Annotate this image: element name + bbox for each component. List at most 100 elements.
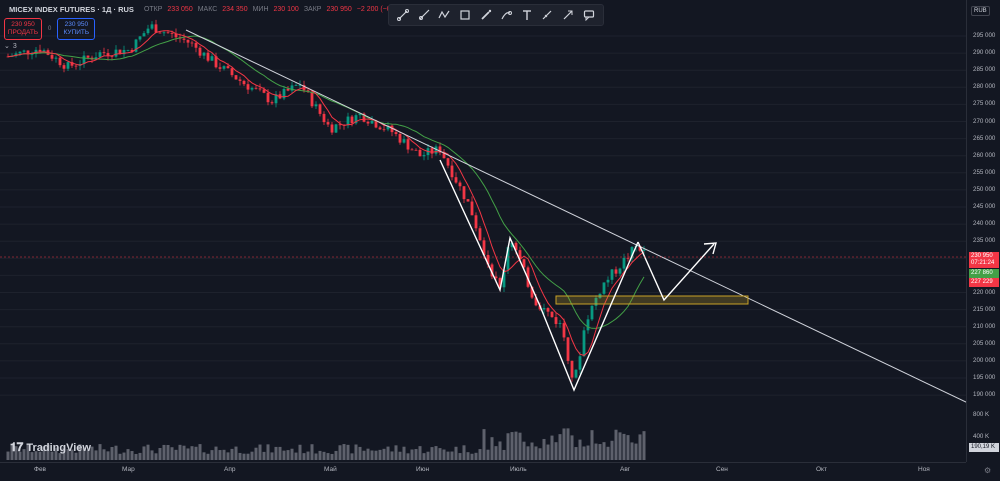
volume-bar <box>542 438 546 460</box>
candle-body <box>398 133 402 143</box>
candle-body <box>50 54 54 59</box>
tradingview-logo[interactable]: 𝟏𝟕 TradingView <box>10 440 91 455</box>
trend-line-icon[interactable] <box>395 7 411 23</box>
projection-arrow-drawing[interactable] <box>637 241 715 302</box>
trendline-drawing[interactable] <box>185 29 966 404</box>
candle-body <box>442 152 446 159</box>
pattern-icon[interactable] <box>436 7 452 23</box>
volume-bar <box>322 451 326 460</box>
volume-bar <box>386 446 390 460</box>
volume-bar <box>486 449 490 460</box>
candle-body <box>590 305 594 320</box>
volume-bar <box>350 453 354 460</box>
candle-body <box>490 264 494 277</box>
volume-bar <box>114 445 118 460</box>
buy-label: КУПИТЬ <box>63 29 90 36</box>
candle-body <box>534 297 538 306</box>
settings-icon[interactable]: ⚙ <box>984 466 992 475</box>
support-zone-drawing[interactable] <box>555 295 749 305</box>
volume-bars <box>6 428 646 460</box>
volume-bar <box>630 442 634 460</box>
candle-body <box>522 259 526 268</box>
comment-icon[interactable] <box>581 7 597 23</box>
volume-bar <box>406 453 410 460</box>
sell-button[interactable]: 230 950 ПРОДАТЬ <box>4 18 42 40</box>
candle-body <box>542 308 546 310</box>
symbol-title[interactable]: MICEX INDEX FUTURES · 1Д · RUS <box>9 4 134 14</box>
candle-body <box>206 52 210 61</box>
candle-body <box>582 330 586 357</box>
candle-body <box>190 42 194 44</box>
price-tick: 285 000 <box>973 66 996 74</box>
candle-body <box>358 113 362 116</box>
volume-bar <box>610 440 614 460</box>
volume-bar <box>438 448 442 460</box>
candle-body <box>322 113 326 123</box>
volume-bar <box>238 452 242 460</box>
ohlc-open-label: ОТКР <box>143 5 163 13</box>
rectangle-icon[interactable] <box>457 7 473 23</box>
price-tick: 245 000 <box>973 203 996 210</box>
candle-body <box>254 87 258 89</box>
volume-bar <box>390 451 394 460</box>
candle-body <box>310 91 314 107</box>
price-tick: 265 000 <box>973 134 996 142</box>
volume-bar <box>590 430 594 460</box>
volume-bar <box>458 453 462 460</box>
candle-body <box>198 47 202 56</box>
currency-badge[interactable]: RUB <box>971 6 990 16</box>
time-label-sep: Сен <box>716 466 728 473</box>
volume-bar <box>642 431 646 460</box>
candle-body <box>330 124 334 133</box>
candle-body <box>606 279 610 283</box>
candle-body <box>150 24 154 29</box>
volume-bar <box>638 434 642 460</box>
candle-body <box>82 55 86 65</box>
candle-body <box>562 323 566 338</box>
volume-bar <box>382 448 386 460</box>
volume-bar <box>94 450 98 460</box>
candle-body <box>242 80 246 85</box>
indicators-toggle[interactable]: ⌄ 3 <box>4 42 384 51</box>
price-scale[interactable]: RUB 295 000 290 000 285 000 280 000 275 000 2… <box>966 0 1000 462</box>
fib-icon[interactable] <box>498 7 514 23</box>
current-price-tag: 230 950 07:21:24 <box>969 252 999 268</box>
volume-bar <box>282 450 286 460</box>
buy-button[interactable]: 230 950 КУПИТЬ <box>57 18 96 40</box>
candle-body <box>210 56 214 61</box>
ma-green-tag: 227 860 <box>969 269 999 278</box>
candle-body <box>514 242 518 251</box>
candle-body <box>366 121 370 124</box>
candle-body <box>234 75 238 80</box>
tradingview-logo-icon: 𝟏𝟕 <box>10 440 24 454</box>
candle-body <box>6 56 10 58</box>
ray-icon[interactable] <box>416 7 432 23</box>
time-axis[interactable]: Фев Мар Апр Май Июн Июль Авг Сен Окт Ноя <box>0 462 966 481</box>
candle-body <box>422 155 426 157</box>
time-label-oct: Окт <box>816 466 827 473</box>
candle-body <box>478 228 482 241</box>
volume-bar <box>106 451 110 460</box>
volume-bar <box>550 435 554 460</box>
candle-body <box>122 49 126 55</box>
price-tick: 255 000 <box>973 168 996 176</box>
measure-icon[interactable] <box>539 7 555 23</box>
volume-bar <box>218 450 222 460</box>
candle-body <box>518 250 522 260</box>
volume-bar <box>594 443 598 460</box>
text-icon[interactable] <box>519 7 535 23</box>
candle-body <box>418 149 422 157</box>
volume-bar <box>410 449 414 460</box>
arrow-icon[interactable] <box>560 7 576 23</box>
candle-body <box>214 56 218 68</box>
candle-body <box>474 215 478 229</box>
volume-bar <box>446 451 450 460</box>
volume-bar <box>454 446 458 460</box>
volume-bar <box>222 449 226 460</box>
candle-body <box>174 33 178 38</box>
brush-icon[interactable] <box>478 7 494 23</box>
pattern-drawing[interactable] <box>439 159 639 392</box>
candle-body <box>430 148 434 154</box>
main-chart[interactable] <box>0 0 966 462</box>
ohlc-close-value: 230 950 <box>326 5 352 13</box>
